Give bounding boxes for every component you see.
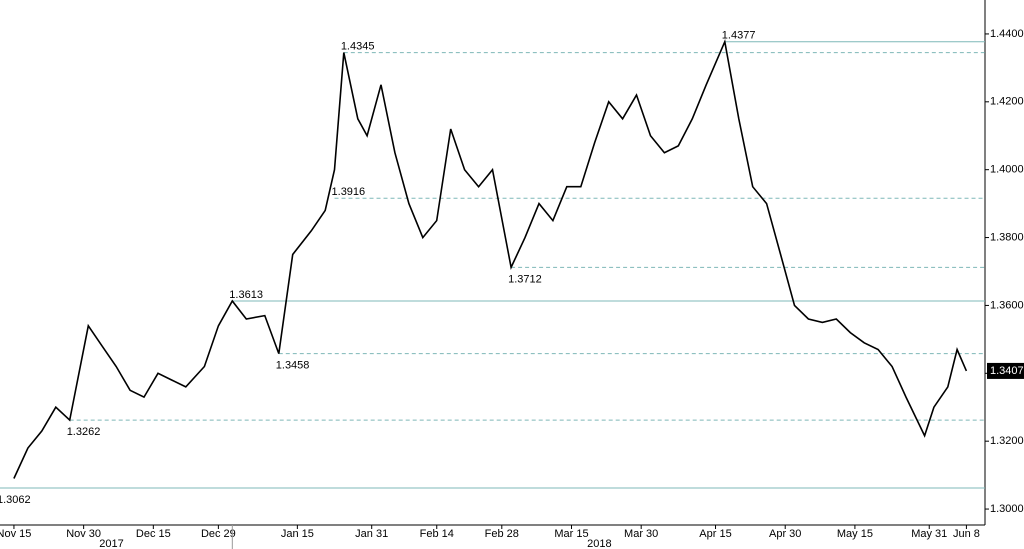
x-tick-label: Jan 31 <box>355 528 388 540</box>
level-label: 1.3712 <box>508 273 542 285</box>
x-tick-label: May 15 <box>837 528 873 540</box>
x-tick-label: Apr 30 <box>769 528 801 540</box>
x-tick-label: Feb 14 <box>420 528 454 540</box>
y-tick-label: 1.4000 <box>990 164 1024 176</box>
x-tick-label: Jun 8 <box>953 528 980 540</box>
y-tick-label: 1.3200 <box>990 435 1024 447</box>
y-tick-label: 1.3600 <box>990 299 1024 311</box>
y-tick-label: 1.4400 <box>990 28 1024 40</box>
level-label: 1.3458 <box>276 360 310 372</box>
level-label: 1.4345 <box>341 41 375 53</box>
x-tick-label: May 31 <box>911 528 947 540</box>
level-label: 1.4377 <box>722 30 756 42</box>
last-value-box <box>987 362 1024 379</box>
level-label: 1.3916 <box>332 186 366 198</box>
x-tick-label: Mar 30 <box>624 528 658 540</box>
x-tick-label: Jan 15 <box>281 528 314 540</box>
x-tick-label: Mar 15 <box>554 528 588 540</box>
level-label: 1.3062 <box>0 494 31 506</box>
price-line <box>13 38 968 479</box>
x-tick-label: Nov 30 <box>66 528 101 540</box>
x-tick-label: Apr 15 <box>699 528 731 540</box>
level-label: 1.3262 <box>67 426 101 438</box>
x-tick-label: Nov 15 <box>0 528 31 540</box>
y-tick-label: 1.3800 <box>990 231 1024 243</box>
year-label: 2017 <box>99 538 123 549</box>
x-tick-label: Feb 28 <box>485 528 519 540</box>
x-tick-label: Dec 15 <box>136 528 171 540</box>
y-tick-label: 1.4200 <box>990 96 1024 108</box>
x-tick-label: Dec 29 <box>201 528 236 540</box>
y-tick-label: 1.3000 <box>990 503 1024 515</box>
level-label: 1.3613 <box>229 289 263 301</box>
last-value-label: 1.3407 <box>990 365 1024 377</box>
year-label: 2018 <box>587 538 611 549</box>
